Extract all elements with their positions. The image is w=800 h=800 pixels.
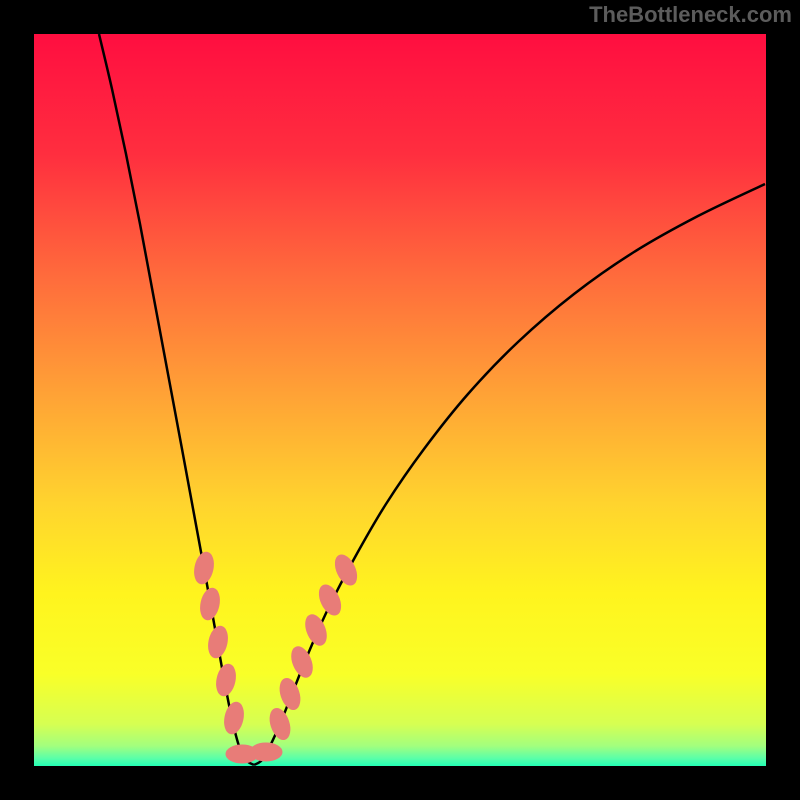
watermark-text: TheBottleneck.com: [589, 2, 792, 28]
marker-pill: [250, 743, 282, 761]
gradient-background: [34, 34, 766, 766]
plot-svg: [0, 0, 800, 800]
canvas: TheBottleneck.com: [0, 0, 800, 800]
